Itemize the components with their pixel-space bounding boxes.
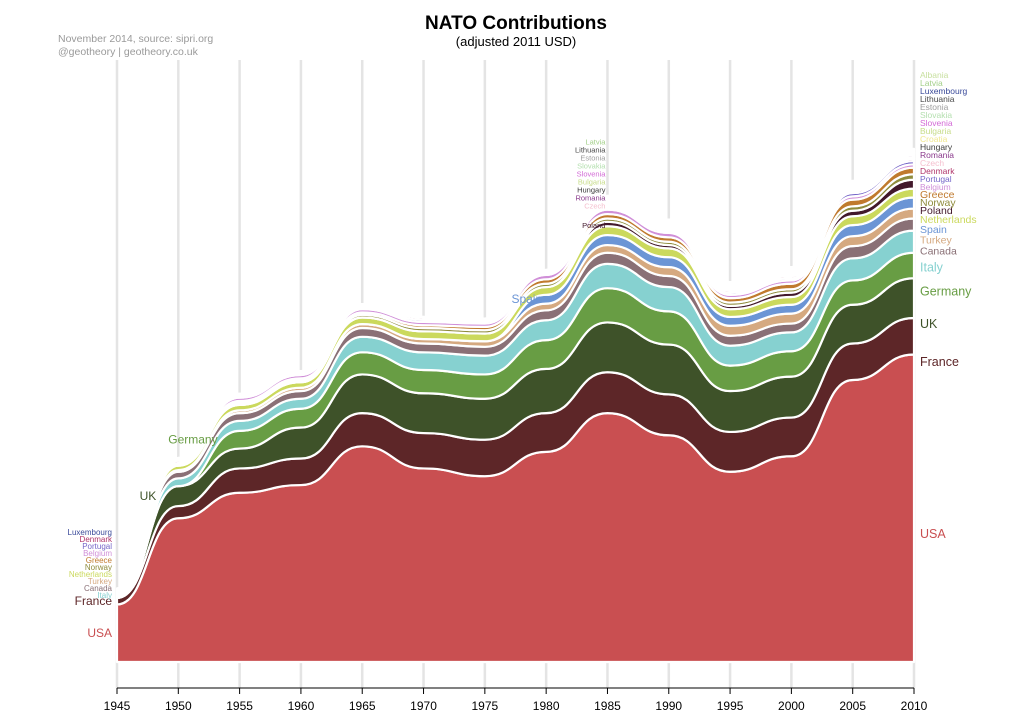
series-label-czech: Czech xyxy=(920,158,944,168)
chart-subtitle: (adjusted 2011 USD) xyxy=(456,34,576,49)
series-label-germany: Germany xyxy=(168,433,217,447)
series-label-belgium: Belgium xyxy=(920,182,951,192)
series-label-spain: Spain xyxy=(920,224,947,236)
series-label-lithuania: Lithuania xyxy=(920,94,955,104)
x-tick-label: 2005 xyxy=(839,699,866,713)
series-label-germany: Germany xyxy=(920,284,972,298)
series-label-luxembourg: Luxembourg xyxy=(920,86,968,96)
x-tick-label: 1945 xyxy=(104,699,131,713)
series-label-hungary: Hungary xyxy=(920,142,953,152)
series-label-denmark: Denmark xyxy=(920,166,955,176)
series-label-estonia: Estonia xyxy=(920,102,949,112)
series-label-uk: UK xyxy=(920,317,938,331)
series-label-estonia: Estonia xyxy=(580,153,606,162)
series-label-bulgaria: Bulgaria xyxy=(578,177,606,186)
x-tick-label: 1965 xyxy=(349,699,376,713)
x-axis: 1945 1950 1955 1960 1965 1970 1975 1980 1985 1990… xyxy=(104,687,928,713)
series-label-italy: Italy xyxy=(97,591,112,600)
series-label-albania: Albania xyxy=(920,70,949,80)
series-label-canada: Canada xyxy=(84,584,113,593)
series-label-latvia: Latvia xyxy=(585,137,606,146)
series-label-italy: Italy xyxy=(920,261,944,275)
series-label-turkey: Turkey xyxy=(920,234,952,246)
band-albania xyxy=(115,147,916,590)
x-tick-label: 1950 xyxy=(165,699,192,713)
series-bands xyxy=(115,147,916,664)
series-label-greece: Greece xyxy=(920,189,955,201)
series-label-slovakia: Slovakia xyxy=(577,161,606,170)
chart-title: NATO Contributions xyxy=(425,13,607,34)
series-label-czech: Czech xyxy=(584,201,605,210)
series-label-romania: Romania xyxy=(920,150,954,160)
series-label-bulgaria: Bulgaria xyxy=(920,126,951,136)
x-tick-label: 2010 xyxy=(901,699,928,713)
x-tick-label: 1980 xyxy=(533,699,560,713)
series-label-denmark: Denmark xyxy=(80,535,113,544)
author-credit: @geotheory | geotheory.co.uk xyxy=(58,46,199,58)
series-label-poland: Poland xyxy=(920,205,953,217)
series-label-norway: Norway xyxy=(85,563,112,572)
x-tick-label: 1955 xyxy=(226,699,253,713)
x-tick-label: 2000 xyxy=(778,699,805,713)
series-label-usa: USA xyxy=(87,626,112,640)
series-label-usa: USA xyxy=(920,527,946,541)
series-label-slovenia: Slovenia xyxy=(920,118,953,128)
series-label-netherlands: Netherlands xyxy=(69,570,112,579)
series-label-portugal: Portugal xyxy=(920,174,952,184)
series-label-belgium: Belgium xyxy=(83,549,112,558)
source-credit: November 2014, source: sipri.org xyxy=(58,33,213,45)
series-label-greece: Greece xyxy=(86,556,113,565)
series-label-canada: Canada xyxy=(920,245,957,257)
series-label-romania: Romania xyxy=(575,193,606,202)
series-label-netherlands: Netherlands xyxy=(920,214,977,226)
x-tick-label: 1995 xyxy=(717,699,744,713)
series-label-luxembourg: Luxembourg xyxy=(68,528,112,537)
series-label-latvia: Latvia xyxy=(920,78,943,88)
series-label-slovakia: Slovakia xyxy=(920,110,952,120)
x-tick-label: 1975 xyxy=(471,699,498,713)
series-label-france: France xyxy=(75,594,113,608)
series-label-spain-mid: Spain xyxy=(511,292,542,306)
series-label-norway: Norway xyxy=(920,197,956,209)
series-label-croatia: Croatia xyxy=(920,134,948,144)
x-tick-label: 1960 xyxy=(288,699,315,713)
series-label-slovenia: Slovenia xyxy=(577,169,607,178)
series-label-poland: Poland xyxy=(582,221,605,230)
series-label-lithuania: Lithuania xyxy=(575,145,606,154)
series-labels: USAFranceUKGermanyItalyCanadaTurkeySpain… xyxy=(68,70,977,640)
series-label-uk: UK xyxy=(140,489,157,503)
series-label-france: France xyxy=(920,355,959,369)
x-tick-label: 1970 xyxy=(410,699,437,713)
series-label-turkey: Turkey xyxy=(88,577,112,586)
series-label-hungary: Hungary xyxy=(577,185,606,194)
x-tick-label: 1985 xyxy=(594,699,621,713)
x-tick-label: 1990 xyxy=(655,699,682,713)
series-label-portugal: Portugal xyxy=(82,542,112,551)
